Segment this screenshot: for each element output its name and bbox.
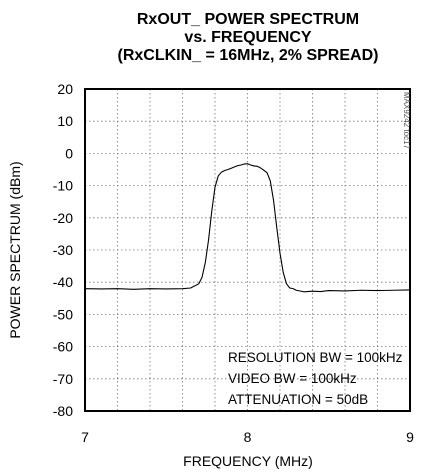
y-tick-label: -40 (53, 274, 73, 290)
y-tick-label: -80 (53, 403, 73, 419)
y-tick-label: -30 (53, 242, 73, 258)
chart-title: RxOUT_ POWER SPECTRUM vs. FREQUENCY (RxC… (118, 11, 379, 64)
x-tick-label: 7 (81, 429, 89, 445)
x-axis-title: FREQUENCY (MHz) (183, 453, 313, 469)
y-tick-label: -50 (53, 306, 73, 322)
chart-title-line: vs. FREQUENCY (184, 29, 311, 46)
y-tick-label: -10 (53, 178, 73, 194)
y-axis-title: POWER SPECTRUM (dBm) (7, 161, 23, 338)
plot-frame (84, 88, 411, 412)
annotations: RESOLUTION BW = 100kHz VIDEO BW = 100kHz… (228, 350, 403, 407)
y-tick-label: 0 (65, 145, 73, 161)
y-tick-labels: 20 10 0 -10 -20 -30 -40 -50 -60 -70 -80 (53, 81, 73, 419)
y-tick-label: -70 (53, 371, 73, 387)
annotation-video-bw: VIDEO BW = 100kHz (228, 371, 357, 386)
y-tick-label: -20 (53, 210, 73, 226)
x-tick-labels: 7 8 9 (81, 429, 414, 445)
chart-title-line: (RxCLKIN_ = 16MHz, 2% SPREAD) (118, 47, 379, 64)
spectrum-curve (84, 163, 411, 293)
curve-layer (84, 163, 411, 293)
chart-title-line: RxOUT_ POWER SPECTRUM (137, 11, 359, 28)
y-tick-label: 10 (57, 113, 73, 129)
y-tick-label: -60 (53, 339, 73, 355)
annotation-attenuation: ATTENUATION = 50dB (228, 392, 368, 407)
x-tick-label: 8 (244, 429, 252, 445)
figure-code: MAX9242 toc17 (402, 92, 411, 149)
y-tick-label: 20 (57, 81, 73, 97)
annotation-resolution-bw: RESOLUTION BW = 100kHz (228, 350, 403, 365)
x-tick-label: 9 (406, 429, 414, 445)
